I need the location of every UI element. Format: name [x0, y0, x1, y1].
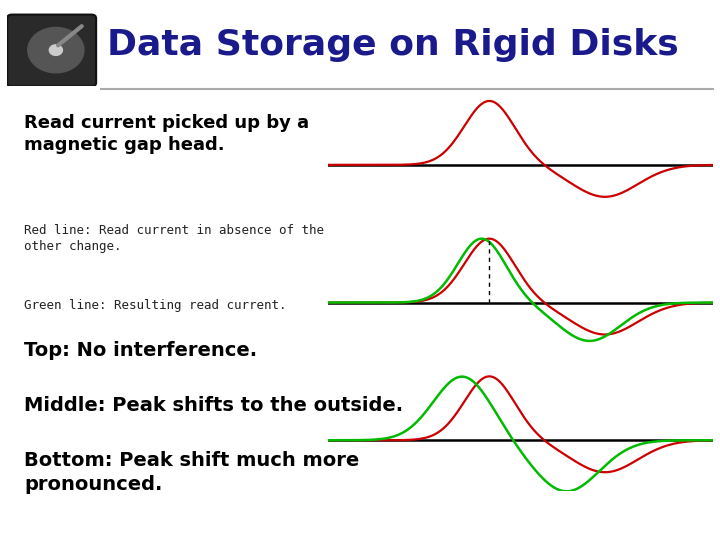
Text: Data Storage on Rigid Disks: Data Storage on Rigid Disks — [107, 28, 678, 62]
FancyBboxPatch shape — [7, 15, 96, 86]
Text: Middle: Peak shifts to the outside.: Middle: Peak shifts to the outside. — [24, 396, 403, 415]
Text: Green line: Resulting read current.: Green line: Resulting read current. — [24, 299, 287, 312]
Text: Read current picked up by a
magnetic gap head.: Read current picked up by a magnetic gap… — [24, 114, 309, 154]
Circle shape — [49, 45, 63, 56]
Circle shape — [28, 28, 84, 73]
Text: Bottom: Peak shift much more
pronounced.: Bottom: Peak shift much more pronounced. — [24, 451, 359, 494]
Text: Red line: Read current in absence of the
other change.: Red line: Read current in absence of the… — [24, 224, 324, 253]
FancyArrowPatch shape — [58, 26, 82, 45]
Text: Top: No interference.: Top: No interference. — [24, 341, 257, 361]
